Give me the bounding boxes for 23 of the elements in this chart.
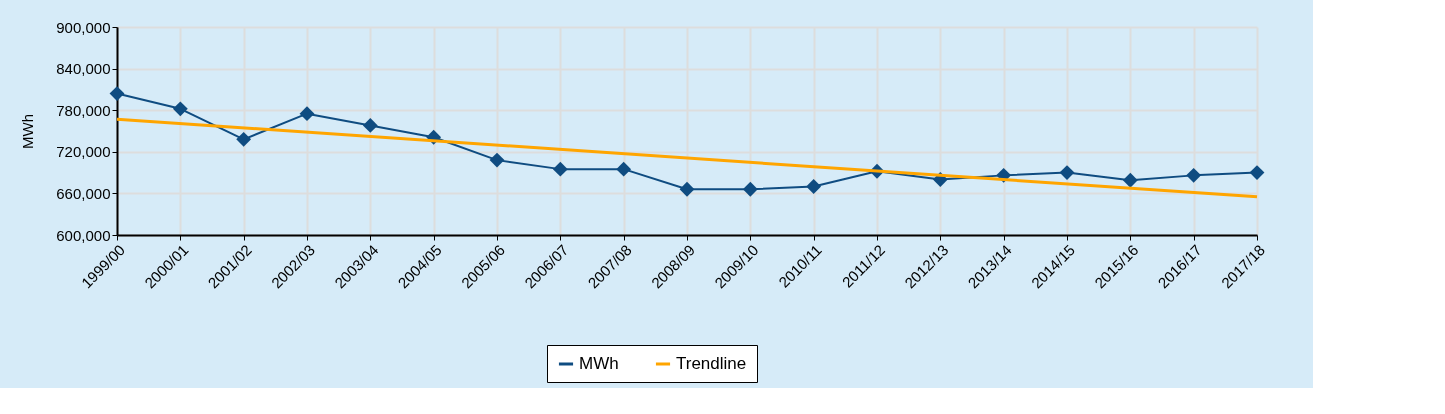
point (362, 118, 378, 133)
y-tick-label: 720,000 (56, 143, 111, 161)
y-tick-label: 780,000 (56, 101, 111, 119)
point (489, 152, 505, 168)
point (616, 161, 632, 177)
point (1059, 165, 1075, 181)
point (299, 106, 315, 122)
point (742, 181, 758, 197)
y-tick-label: 840,000 (56, 60, 111, 78)
y-tick-label: 600,000 (56, 226, 111, 244)
legend-label: MWh (579, 354, 619, 373)
point (1186, 167, 1202, 183)
legend-label: Trendline (676, 354, 747, 373)
y-tick-label: 900,000 (56, 18, 111, 36)
point (679, 181, 695, 197)
y-axis-title: MWh (19, 114, 37, 149)
point (1249, 165, 1265, 181)
point (236, 131, 252, 147)
point (172, 101, 188, 117)
point (1122, 172, 1138, 188)
point (552, 161, 568, 177)
y-tick-label: 660,000 (56, 184, 111, 202)
point (806, 179, 822, 194)
